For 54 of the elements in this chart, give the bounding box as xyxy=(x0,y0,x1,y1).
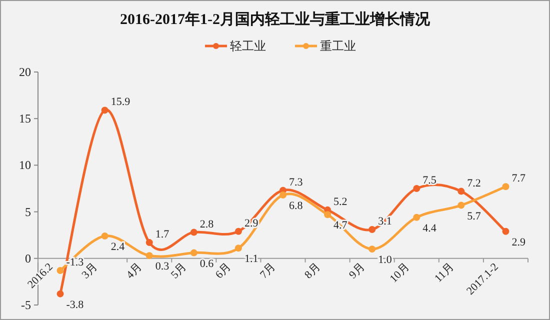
chart-title: 2016-2017年1-2月国内轻工业与重工业增长情况 xyxy=(120,11,431,28)
y-tick-label: 0 xyxy=(25,251,31,266)
data-label: 0.6 xyxy=(200,258,214,270)
point xyxy=(190,249,198,256)
data-label: 2.4 xyxy=(110,241,126,254)
y-tick-label: 20 xyxy=(19,65,31,79)
x-tick-label: 7月 xyxy=(258,261,278,282)
x-tick-label: 11月 xyxy=(432,261,456,285)
data-label: 7.7 xyxy=(512,172,526,185)
x-tick-label: 4月 xyxy=(124,261,144,282)
x-tick-label: 5月 xyxy=(168,261,190,282)
point xyxy=(413,185,420,192)
point xyxy=(368,226,376,234)
data-label: 5.2 xyxy=(334,196,348,208)
y-tick-label: 5 xyxy=(25,204,31,219)
point xyxy=(280,192,286,199)
data-label: 1.0 xyxy=(378,254,392,266)
x-tick-label: 6月 xyxy=(213,261,234,282)
x-tick-label: 9月 xyxy=(347,261,368,282)
legend-label: 重工业 xyxy=(320,39,356,53)
data-label: 1.7 xyxy=(155,228,170,241)
point xyxy=(234,228,242,235)
data-label: 6.8 xyxy=(289,200,304,212)
point xyxy=(146,252,153,260)
point xyxy=(101,232,108,240)
data-label: 7.2 xyxy=(467,177,481,190)
y-tick-label: -5 xyxy=(21,298,31,312)
data-label: 7.3 xyxy=(289,176,304,188)
data-label: 7.5 xyxy=(422,174,437,186)
y-tick-label: 10 xyxy=(19,158,31,172)
data-label: 2.8 xyxy=(200,218,214,230)
point xyxy=(146,239,153,246)
data-label: -3.8 xyxy=(66,298,84,311)
x-tick-label: 8月 xyxy=(302,261,323,282)
point xyxy=(458,202,465,209)
point xyxy=(368,246,376,253)
y-tick-label: 15 xyxy=(19,112,31,126)
data-label: 2.9 xyxy=(512,236,526,248)
point xyxy=(502,183,510,190)
point xyxy=(324,211,332,218)
point xyxy=(234,244,242,252)
legend-label: 轻工业 xyxy=(230,39,266,53)
data-label: 1.1 xyxy=(244,253,258,266)
point xyxy=(413,214,420,221)
point xyxy=(502,228,510,235)
data-label: 15.9 xyxy=(110,96,131,108)
point xyxy=(56,290,64,298)
point xyxy=(101,106,108,114)
point xyxy=(190,228,198,236)
data-label: 4.4 xyxy=(422,222,437,234)
point xyxy=(458,188,465,195)
data-label: 5.7 xyxy=(467,210,482,222)
point xyxy=(56,267,64,274)
data-label: 0.3 xyxy=(155,260,170,273)
